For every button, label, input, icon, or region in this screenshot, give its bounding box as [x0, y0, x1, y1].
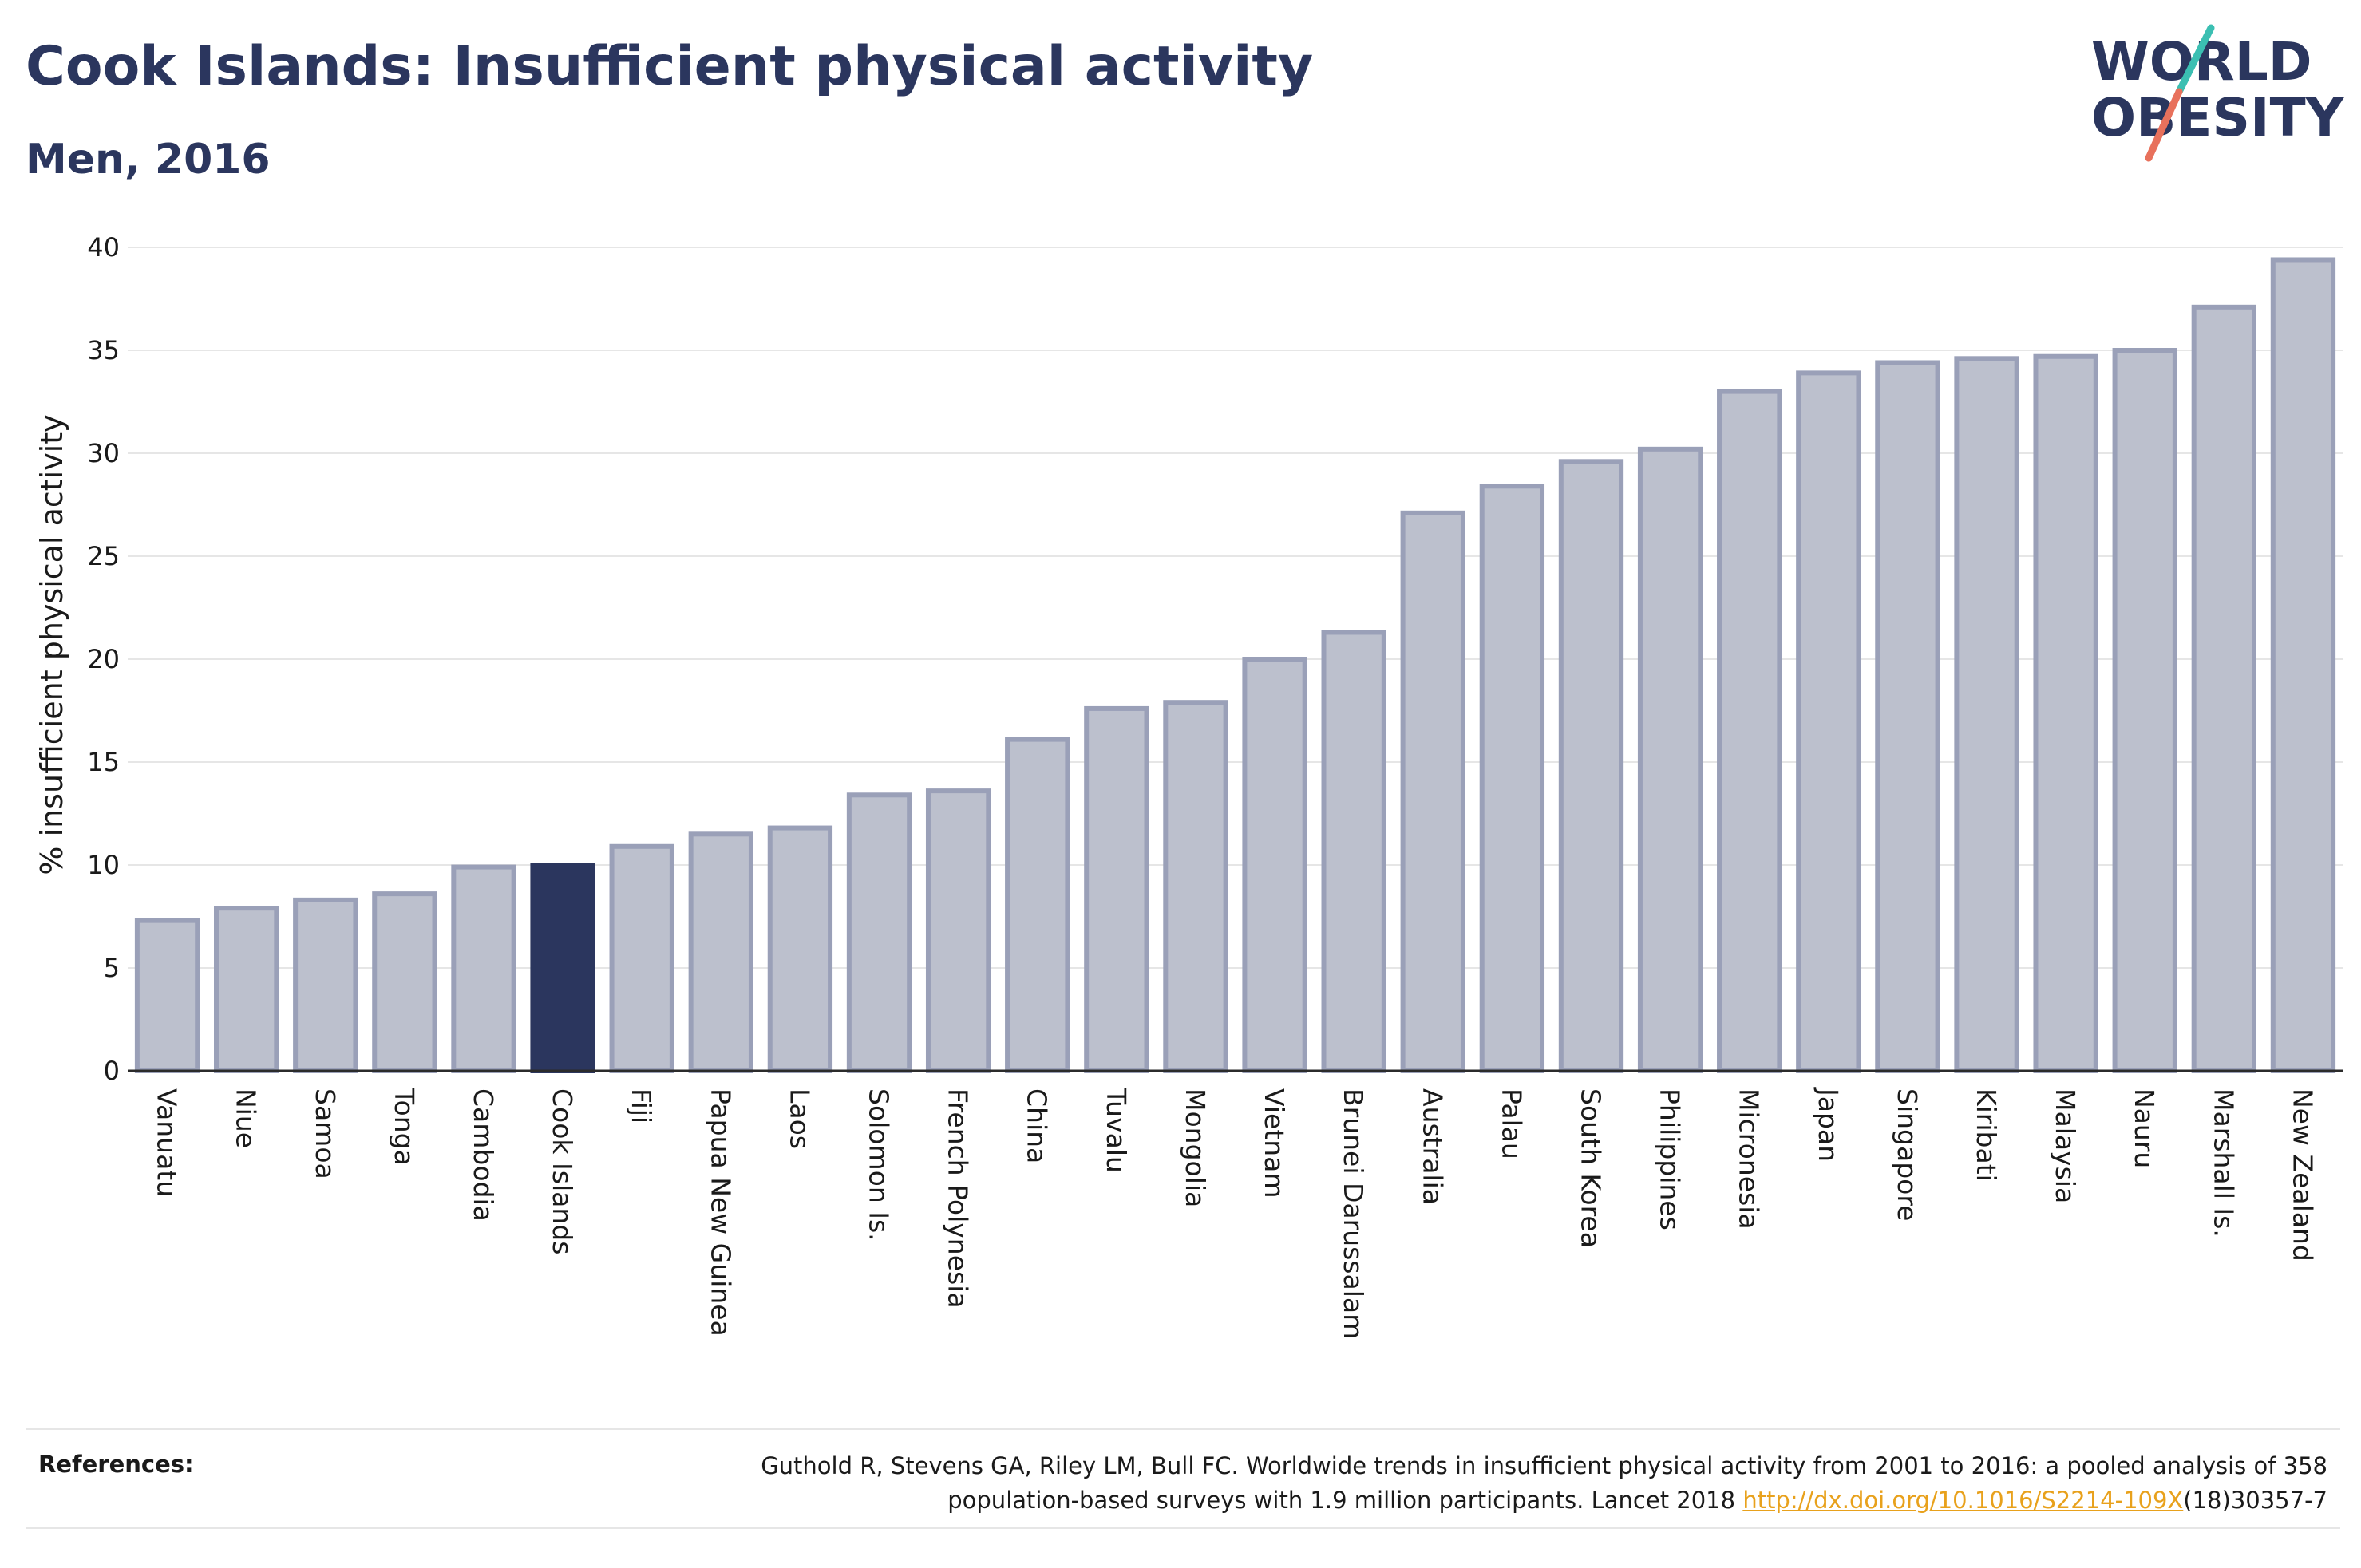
logo-slash-bottom [2145, 88, 2183, 162]
chart-title: Cook Islands: Insufficient physical acti… [26, 35, 1314, 98]
y-tick-label: 5 [104, 953, 120, 983]
bar [293, 897, 358, 1073]
x-tick-label: New Zealand [2287, 1088, 2318, 1262]
reference-line-2-suffix: (18)30357-7 [2183, 1487, 2327, 1514]
x-tick-label: South Korea [1575, 1088, 1606, 1248]
bar [846, 792, 912, 1074]
axes: 0 5 10 15 20 25 30 35 40 Vanuatu Niue Samoa Tonga Cam… [87, 232, 2343, 1339]
y-tick-label: 35 [87, 335, 120, 365]
x-tick-label: Marshall Is. [2208, 1088, 2239, 1238]
bars [134, 257, 2336, 1074]
x-tick-label: Micronesia [1734, 1088, 1765, 1230]
bar [134, 918, 200, 1074]
x-tick-label: Fiji [626, 1088, 657, 1124]
references-text: Guthold R, Stevens GA, Riley LM, Bull FC… [492, 1449, 2327, 1518]
bar [1558, 459, 1624, 1073]
x-tick-label: Cook Islands [547, 1088, 578, 1254]
x-tick-label: Malaysia [2050, 1088, 2081, 1203]
bar [1637, 446, 1703, 1073]
x-tick-label: Singapore [1892, 1088, 1923, 1221]
bar [1479, 484, 1545, 1073]
bar [2112, 348, 2177, 1073]
references-box: References: Guthold R, Stevens GA, Riley… [26, 1428, 2340, 1529]
bar [2033, 353, 2098, 1073]
y-tick-label: 15 [87, 747, 120, 777]
bar [2270, 257, 2336, 1074]
x-tick-label: Brunei Darussalam [1338, 1088, 1369, 1339]
bar-highlight [530, 863, 595, 1073]
x-tick-label: Solomon Is. [864, 1088, 895, 1242]
x-tick-label: Kiribati [1971, 1088, 2002, 1182]
bar [1321, 630, 1386, 1073]
bar [1875, 360, 1940, 1074]
x-tick-label: Philippines [1655, 1088, 1686, 1230]
logo-slash-top [2175, 24, 2215, 96]
x-tick-label: Nauru [2129, 1088, 2160, 1168]
y-tick-label: 20 [87, 644, 120, 674]
bar [214, 906, 279, 1074]
reference-line-1: Guthold R, Stevens GA, Riley LM, Bull FC… [761, 1452, 2327, 1479]
x-tick-label: Australia [1417, 1088, 1448, 1205]
x-tick-label: Vanuatu [152, 1088, 183, 1197]
x-tick-label: Vietnam [1259, 1088, 1290, 1199]
y-tick-label: 25 [87, 541, 120, 571]
bar [1796, 370, 1861, 1073]
bar [609, 843, 674, 1074]
bar [1954, 356, 2019, 1073]
bar [2191, 304, 2256, 1073]
x-tick-label: Tonga [389, 1088, 420, 1166]
x-tick-label: French Polynesia [943, 1088, 974, 1309]
bar [1163, 700, 1228, 1073]
chart-subtitle: Men, 2016 [26, 136, 271, 184]
bar [1717, 389, 1782, 1074]
reference-line-2: population-based surveys with 1.9 millio… [947, 1487, 1743, 1514]
bar [1400, 510, 1465, 1073]
bar [1242, 657, 1307, 1073]
y-tick-label: 40 [87, 232, 120, 263]
y-axis-title: % insufficient physical activity [34, 414, 69, 875]
bar-chart: 0 5 10 15 20 25 30 35 40 Vanuatu Niue Samoa Tonga Cam… [34, 232, 2343, 1339]
bar [1084, 705, 1149, 1073]
bar [925, 788, 991, 1073]
x-tick-label: Mongolia [1180, 1088, 1211, 1207]
y-tick-label: 0 [104, 1056, 120, 1086]
bar [1005, 737, 1070, 1073]
x-tick-label: China [1022, 1088, 1053, 1163]
bar [451, 864, 516, 1073]
x-tick-label: Papua New Guinea [705, 1088, 736, 1337]
x-tick-label: Tuvalu [1101, 1088, 1132, 1173]
bar [372, 891, 437, 1073]
doi-link[interactable]: http://dx.doi.org/10.1016/S2214-109X [1742, 1487, 2184, 1514]
y-tick-label: 10 [87, 850, 120, 880]
x-tick-label: Cambodia [468, 1088, 499, 1222]
world-obesity-logo: WORLD OBESITY [2091, 24, 2345, 162]
logo-text-obesity: OBESITY [2091, 87, 2345, 148]
references-label: References: [38, 1451, 194, 1478]
x-tick-label: Samoa [310, 1088, 341, 1179]
x-tick-label: Laos [784, 1088, 815, 1149]
x-tick-label: Niue [231, 1088, 262, 1148]
bar [767, 825, 833, 1074]
y-tick-label: 30 [87, 438, 120, 468]
x-tick-label: Japan [1813, 1087, 1844, 1162]
x-tick-label: Palau [1496, 1088, 1527, 1159]
bar [688, 831, 753, 1074]
